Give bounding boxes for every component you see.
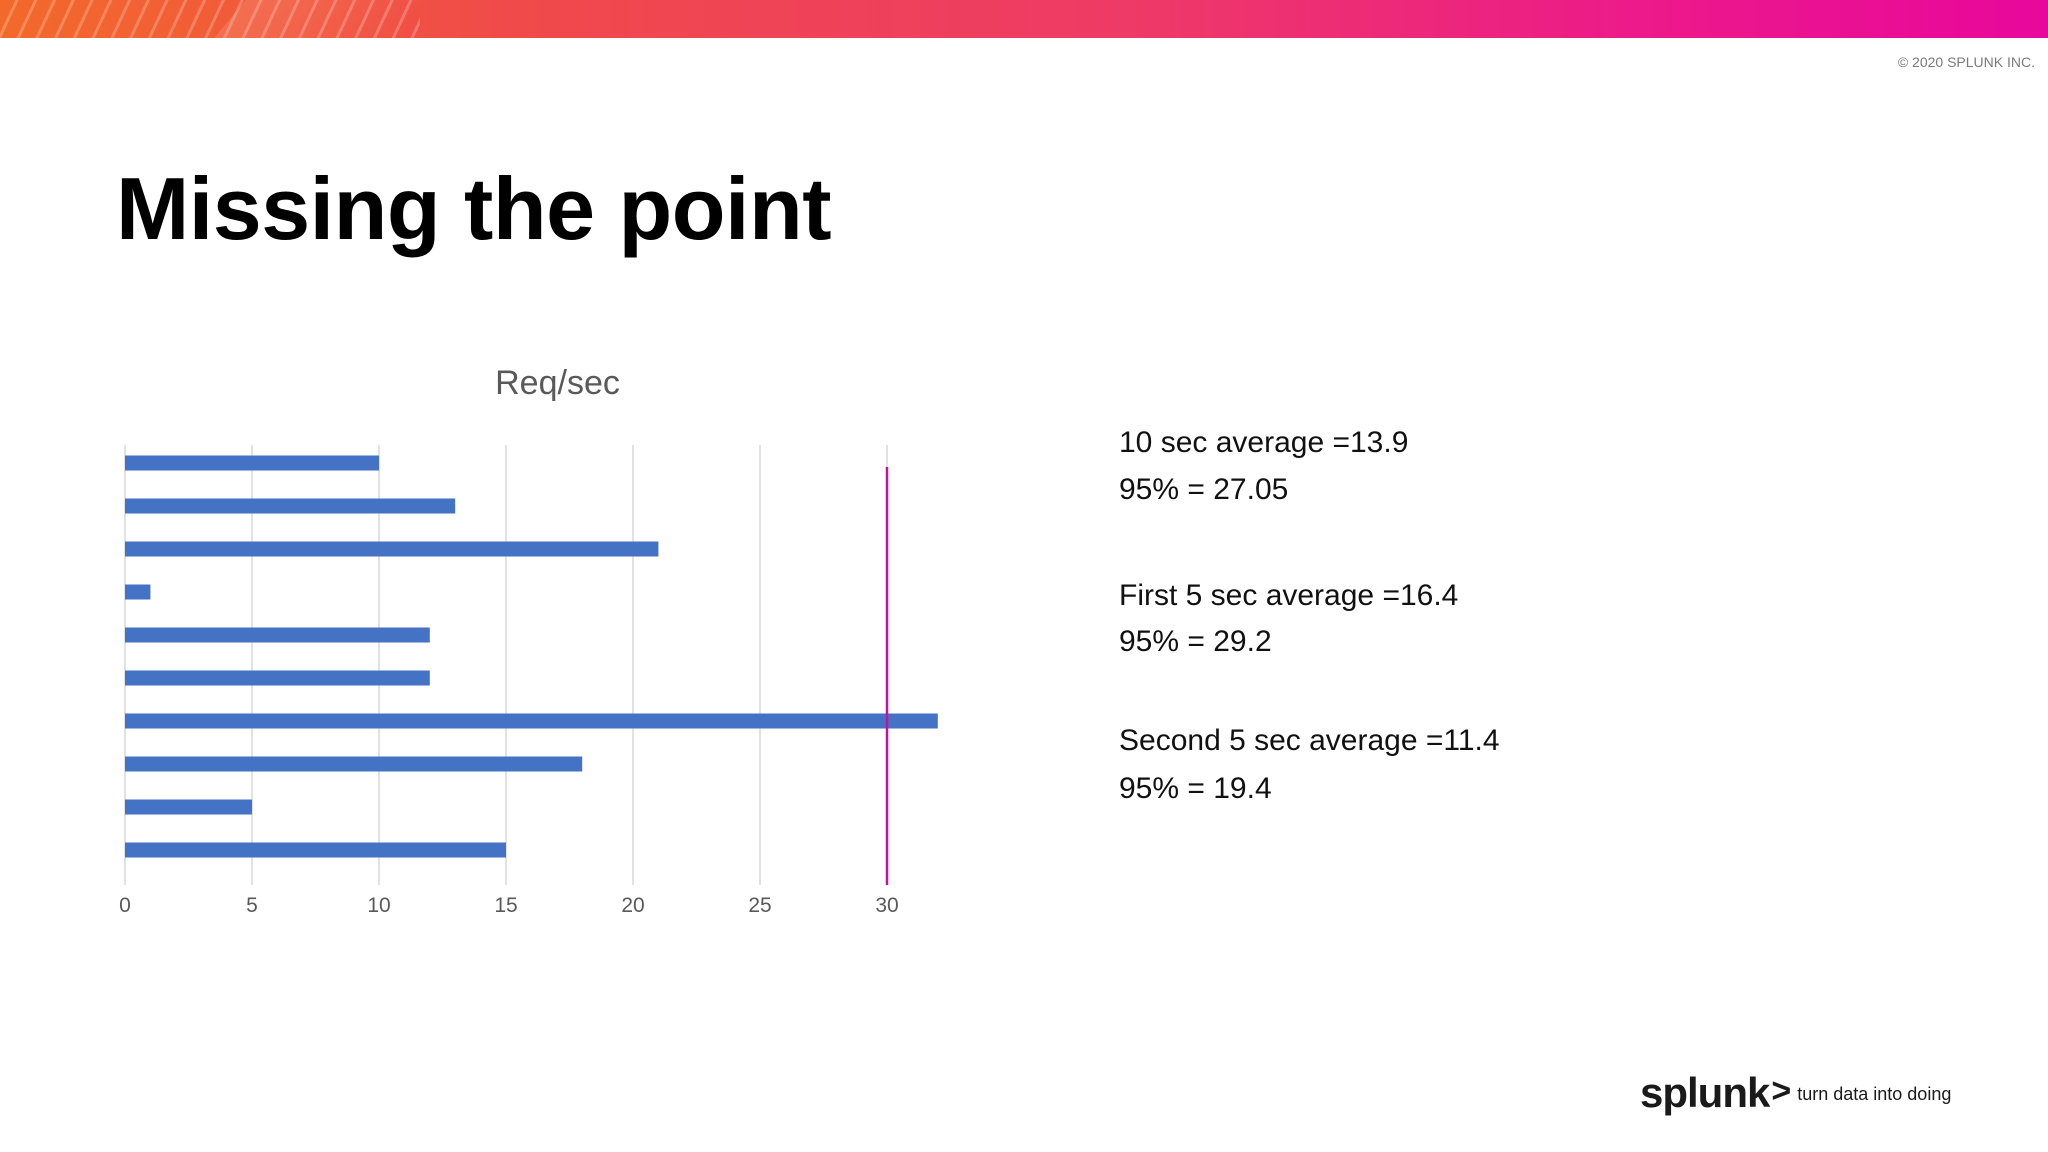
x-tick-label-15: 15 (494, 894, 517, 917)
bar-6 (125, 670, 430, 686)
chevron-right-icon: > (1771, 1071, 1792, 1110)
x-tick-label-0: 0 (119, 894, 131, 917)
banner-wedge (214, 0, 546, 38)
chart-title: Req/sec (495, 364, 620, 402)
stat-10sec-average: 10 sec average =13.9 (1119, 426, 1409, 459)
top-banner (0, 0, 2048, 38)
req-sec-chart: Req/sec 0 5 10 15 20 25 30 (100, 350, 1000, 950)
bar-10 (125, 842, 506, 858)
x-tick-label-30: 30 (875, 894, 898, 917)
x-tick-label-10: 10 (367, 894, 390, 917)
stat-first5-p95: 95% = 29.2 (1119, 625, 1272, 658)
bar-7 (125, 713, 938, 729)
x-tick-label-25: 25 (748, 894, 771, 917)
logo-wordmark: splunk (1640, 1069, 1770, 1116)
bar-1 (125, 455, 379, 471)
banner-stripes (0, 0, 420, 38)
stat-second5-p95: 95% = 19.4 (1119, 772, 1272, 805)
bar-2 (125, 498, 456, 514)
stat-first5-average: First 5 sec average =16.4 (1119, 579, 1459, 612)
x-tick-label-20: 20 (621, 894, 644, 917)
x-tick-label-5: 5 (246, 894, 258, 917)
copyright-notice: © 2020 SPLUNK INC. (1897, 54, 2035, 70)
bar-9 (125, 799, 252, 815)
logo-tagline: turn data into doing (1797, 1083, 1952, 1104)
bar-4 (125, 584, 151, 600)
chart-svg: 0 5 10 15 20 25 30 (119, 445, 938, 917)
stat-10sec-p95: 95% = 27.05 (1119, 473, 1289, 506)
splunk-logo: splunk > turn data into doing (1640, 1068, 1951, 1118)
bar-8 (125, 756, 583, 772)
bar-3 (125, 541, 659, 557)
bar-5 (125, 627, 430, 643)
page-title: Missing the point (116, 159, 832, 258)
stat-second5-average: Second 5 sec average =11.4 (1119, 724, 1500, 757)
